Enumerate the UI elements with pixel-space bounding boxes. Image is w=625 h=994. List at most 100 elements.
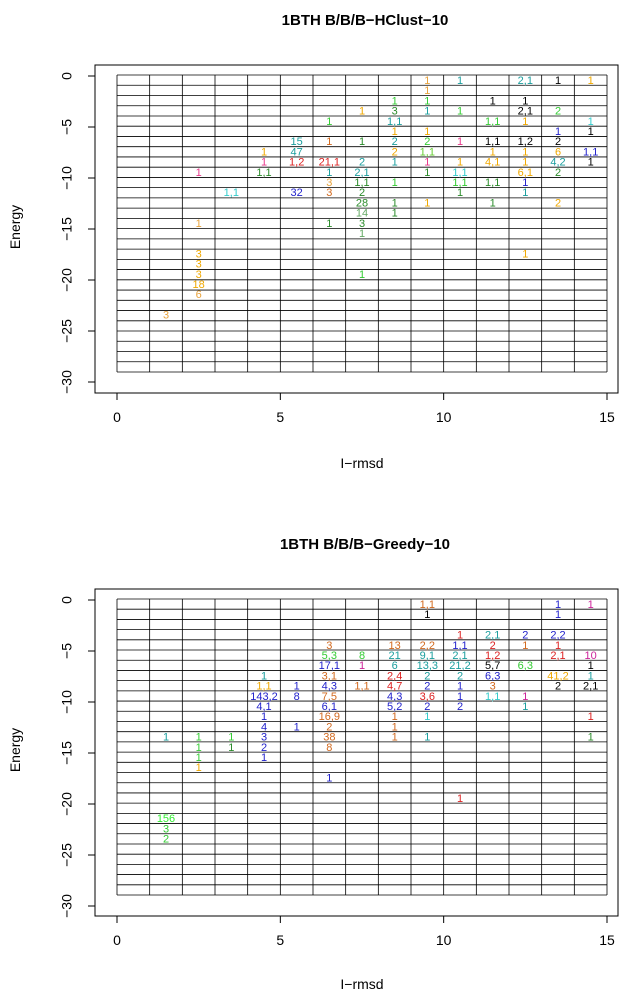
data-label: 1	[588, 116, 594, 128]
data-label: 1	[261, 711, 267, 723]
data-label: 1	[359, 269, 365, 281]
data-label: 1	[392, 208, 398, 220]
data-label: 1	[522, 187, 528, 199]
data-label: 2,4	[387, 670, 402, 682]
data-label: 47	[291, 146, 303, 158]
data-label: 5,3	[322, 650, 337, 662]
data-label: 1,1	[420, 146, 435, 158]
data-label: 2	[359, 187, 365, 199]
data-label: 6,1	[518, 167, 533, 179]
data-label: 3	[163, 823, 169, 835]
data-label: 2	[555, 136, 561, 148]
data-label: 18	[193, 279, 205, 291]
data-label: 3	[326, 640, 332, 652]
data-label: 3	[326, 187, 332, 199]
chart-title: 1BTH B/B/B−HClust−10	[282, 12, 449, 29]
data-label: 1,1	[485, 136, 500, 148]
data-label: 1,1	[485, 691, 500, 703]
data-label: 1	[359, 228, 365, 240]
data-label: 1	[261, 157, 267, 169]
data-label: 1	[490, 95, 496, 107]
data-label: 4	[261, 721, 267, 733]
data-label: 3	[490, 681, 496, 693]
data-label: 1	[392, 177, 398, 189]
data-label: 1	[457, 75, 463, 87]
data-label: 1	[359, 106, 365, 118]
data-label: 1	[196, 742, 202, 754]
data-points: 11563211111111,1143,24,11432118135,317,1…	[157, 599, 598, 846]
y-tick-label: −25	[59, 319, 75, 343]
data-label: 3,1	[322, 670, 337, 682]
data-label: 2	[326, 721, 332, 733]
y-tick-label: 0	[59, 72, 75, 80]
data-label: 4,7	[387, 681, 402, 693]
data-label: 2,1	[550, 650, 565, 662]
data-label: 21	[389, 650, 401, 662]
data-label: 3	[163, 310, 169, 322]
data-label: 2,1	[518, 75, 533, 87]
x-tick-label: 5	[276, 932, 284, 948]
data-label: 1	[326, 167, 332, 179]
data-label: 1,1	[485, 177, 500, 189]
data-label: 2,1	[452, 650, 467, 662]
data-label: 1	[555, 126, 561, 138]
data-label: 1	[457, 691, 463, 703]
y-tick-label: −5	[59, 643, 75, 659]
data-label: 2,1	[354, 167, 369, 179]
data-label: 6	[555, 146, 561, 158]
data-label: 1	[588, 126, 594, 138]
data-label: 1	[196, 752, 202, 764]
data-label: 1	[326, 116, 332, 128]
data-label: 3	[196, 248, 202, 260]
data-label: 1	[424, 167, 430, 179]
data-label: 1	[294, 681, 300, 693]
data-label: 1	[294, 721, 300, 733]
data-label: 6,3	[485, 670, 500, 682]
data-label: 1	[588, 670, 594, 682]
data-label: 1,1	[583, 146, 598, 158]
data-label: 1	[457, 187, 463, 199]
data-label: 2	[555, 197, 561, 209]
data-label: 9,1	[420, 650, 435, 662]
data-label: 1	[196, 762, 202, 774]
y-tick-label: −10	[59, 690, 75, 714]
data-label: 1	[457, 630, 463, 642]
x-tick-label: 0	[113, 932, 121, 948]
data-label: 13	[389, 640, 401, 652]
data-label: 2	[424, 701, 430, 713]
data-label: 1	[522, 95, 528, 107]
data-label: 6,3	[518, 660, 533, 672]
data-label: 1	[522, 177, 528, 189]
data-label: 1,1	[485, 116, 500, 128]
x-axis-label: I−rmsd	[340, 455, 383, 471]
data-label: 1	[196, 218, 202, 230]
y-axis-label: Energy	[7, 728, 23, 772]
data-label: 1,1	[354, 681, 369, 693]
data-label: 1	[392, 732, 398, 744]
data-label: 1	[424, 197, 430, 209]
data-label: 1	[522, 248, 528, 260]
data-label: 1	[424, 126, 430, 138]
data-label: 6	[392, 660, 398, 672]
data-label: 15	[291, 136, 303, 148]
data-label: 1,2	[289, 157, 304, 169]
data-label: 2	[163, 834, 169, 846]
data-label: 4,3	[322, 681, 337, 693]
data-label: 1	[588, 157, 594, 169]
data-label: 5,2	[387, 701, 402, 713]
data-label: 1	[522, 701, 528, 713]
data-label: 1,2	[518, 136, 533, 148]
chart-panel-top: 1BTH B/B/B−HClust−10 I−rmsd Energy 0 −5 −1…	[7, 12, 619, 471]
y-tick-label: −20	[59, 268, 75, 292]
y-tick-label: −30	[59, 370, 75, 394]
data-label: 1	[588, 660, 594, 672]
data-label: 1	[555, 640, 561, 652]
data-label: 2,2	[550, 630, 565, 642]
data-label: 2	[424, 670, 430, 682]
data-label: 1	[392, 721, 398, 733]
x-tick-label: 5	[276, 409, 284, 425]
data-label: 1	[228, 742, 234, 754]
grid	[116, 74, 608, 373]
data-label: 2	[555, 681, 561, 693]
